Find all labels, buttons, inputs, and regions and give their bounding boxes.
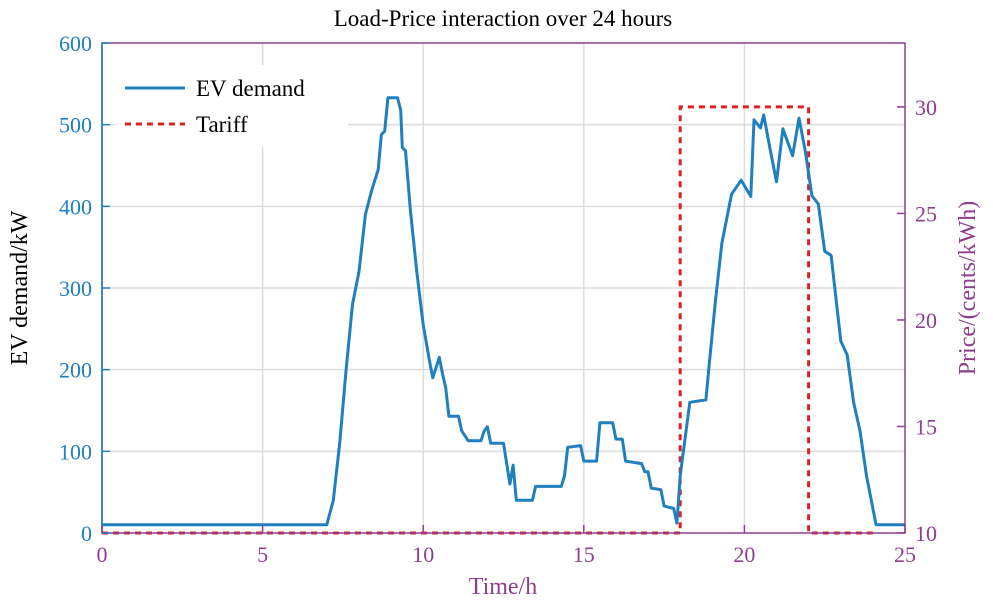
left-tick-label: 100: [59, 439, 92, 464]
x-tick-label: 10: [412, 542, 434, 567]
y-axis-left-label: EV demand/kW: [7, 210, 33, 365]
legend-box: [115, 65, 348, 147]
y-axis-right-label: Price/(cents/kWh): [955, 201, 981, 376]
left-tick-label: 300: [59, 276, 92, 301]
right-tick-label: 15: [915, 414, 937, 439]
left-tick-label: 600: [59, 31, 92, 56]
x-tick-label: 25: [894, 542, 916, 567]
x-tick-label: 5: [257, 542, 268, 567]
ev-demand-line: [102, 96, 905, 527]
x-tick-label: 0: [97, 542, 108, 567]
legend-label-ev-demand: EV demand: [196, 76, 305, 101]
right-axis: 10 15 20 25 30: [897, 95, 937, 546]
demand-series: [102, 96, 905, 527]
right-tick-label: 30: [915, 95, 937, 120]
left-tick-label: 500: [59, 113, 92, 138]
left-tick-label: 0: [81, 521, 92, 546]
x-axis: 0 5 10 15 20 25: [97, 525, 916, 567]
right-tick-label: 25: [915, 201, 937, 226]
right-tick-label: 20: [915, 308, 937, 333]
tariff-line: [102, 105, 873, 535]
x-tick-label: 15: [573, 542, 595, 567]
tariff-series: [102, 105, 873, 535]
x-tick-label: 20: [733, 542, 755, 567]
left-tick-label: 400: [59, 194, 92, 219]
right-tick-label: 10: [915, 521, 937, 546]
left-tick-label: 200: [59, 358, 92, 383]
chart-title: Load-Price interaction over 24 hours: [334, 6, 673, 31]
legend: EV demand Tariff: [115, 65, 348, 147]
legend-label-tariff: Tariff: [196, 112, 248, 137]
x-axis-label: Time/h: [469, 574, 537, 600]
left-axis: 0 100 200 300 400 500 600: [59, 31, 110, 546]
